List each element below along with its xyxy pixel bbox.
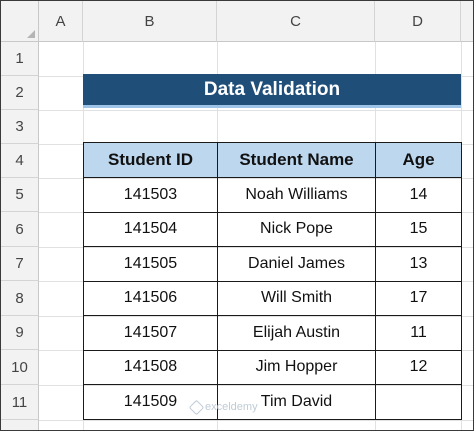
title-cell[interactable]: Data Validation xyxy=(83,74,461,108)
row-header-9[interactable]: 9 xyxy=(1,316,39,350)
age-cell[interactable]: 15 xyxy=(375,211,462,247)
row-header-5[interactable]: 5 xyxy=(1,178,39,212)
student-table: Student ID Student Name Age 141503 Noah … xyxy=(83,142,462,420)
row-header-1[interactable]: 1 xyxy=(1,42,39,76)
student-id-cell[interactable]: 141505 xyxy=(83,246,218,282)
exceldemy-logo-icon xyxy=(188,399,205,415)
gridline xyxy=(39,110,473,111)
table-header-row: Student ID Student Name Age xyxy=(83,142,462,178)
table-row: 141505 Daniel James 13 xyxy=(83,246,462,282)
table-row: 141507 Elijah Austin 11 xyxy=(83,315,462,351)
row-header-7[interactable]: 7 xyxy=(1,247,39,281)
age-cell[interactable] xyxy=(375,384,462,420)
row-header-3[interactable]: 3 xyxy=(1,110,39,144)
student-name-cell[interactable]: Will Smith xyxy=(217,280,376,316)
watermark: exceldemy xyxy=(188,399,258,415)
age-cell[interactable]: 17 xyxy=(375,280,462,316)
table-row: 141509 Tim David xyxy=(83,384,462,420)
row-header-11[interactable]: 11 xyxy=(1,385,39,420)
student-id-cell[interactable]: 141508 xyxy=(83,349,218,385)
age-cell[interactable]: 12 xyxy=(375,349,462,385)
table-row: 141508 Jim Hopper 12 xyxy=(83,349,462,385)
age-cell[interactable]: 13 xyxy=(375,246,462,282)
column-header-d[interactable]: D xyxy=(375,1,461,42)
student-name-cell[interactable]: Tim David xyxy=(217,384,376,420)
select-all-corner[interactable] xyxy=(1,1,39,42)
student-name-cell[interactable]: Jim Hopper xyxy=(217,349,376,385)
column-header-c[interactable]: C xyxy=(217,1,375,42)
age-cell[interactable]: 14 xyxy=(375,177,462,213)
row-header-10[interactable]: 10 xyxy=(1,350,39,385)
student-name-cell[interactable]: Daniel James xyxy=(217,246,376,282)
table-row: 141504 Nick Pope 15 xyxy=(83,211,462,247)
student-name-cell[interactable]: Noah Williams xyxy=(217,177,376,213)
column-header-e-partial[interactable] xyxy=(461,1,473,42)
row-header-8[interactable]: 8 xyxy=(1,281,39,316)
student-id-cell[interactable]: 141503 xyxy=(83,177,218,213)
header-age[interactable]: Age xyxy=(375,142,462,178)
gridline xyxy=(39,420,473,421)
column-header-a[interactable]: A xyxy=(39,1,83,42)
header-student-id[interactable]: Student ID xyxy=(83,142,218,178)
student-id-cell[interactable]: 141507 xyxy=(83,315,218,351)
watermark-text: exceldemy xyxy=(205,401,258,413)
gridline xyxy=(461,42,462,430)
student-name-cell[interactable]: Elijah Austin xyxy=(217,315,376,351)
table-row: 141503 Noah Williams 14 xyxy=(83,177,462,213)
column-header-b[interactable]: B xyxy=(83,1,217,42)
row-header-4[interactable]: 4 xyxy=(1,144,39,178)
header-student-name[interactable]: Student Name xyxy=(217,142,376,178)
student-id-cell[interactable]: 141506 xyxy=(83,280,218,316)
student-id-cell[interactable]: 141509 xyxy=(83,384,218,420)
table-row: 141506 Will Smith 17 xyxy=(83,280,462,316)
student-name-cell[interactable]: Nick Pope xyxy=(217,211,376,247)
row-header-2[interactable]: 2 xyxy=(1,76,39,110)
age-cell[interactable]: 11 xyxy=(375,315,462,351)
student-id-cell[interactable]: 141504 xyxy=(83,211,218,247)
row-header-6[interactable]: 6 xyxy=(1,212,39,247)
select-all-triangle-icon xyxy=(27,30,35,38)
row-header-12-partial[interactable] xyxy=(1,420,39,430)
